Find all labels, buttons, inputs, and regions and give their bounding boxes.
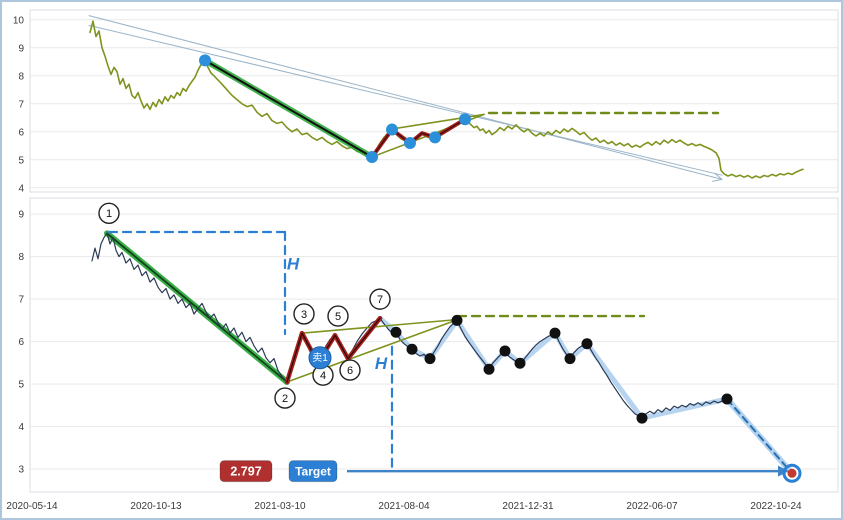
y-tick-label: 6 <box>18 337 24 348</box>
y-tick-label: 5 <box>18 155 24 166</box>
swing-dot <box>549 327 561 339</box>
y-tick-label: 5 <box>18 380 24 391</box>
wave-number-circle <box>369 288 391 310</box>
swing-dot <box>483 363 495 375</box>
projection-dashed-core <box>726 398 793 475</box>
target-value-badge-label: 2.797 <box>230 464 261 478</box>
wave-number-label: 5 <box>335 311 341 323</box>
wedge-upper-line <box>302 318 459 334</box>
sell-signal-badge-label: 卖1 <box>312 352 328 364</box>
y-tick-label: 7 <box>18 99 24 110</box>
channel-line-upper <box>88 15 723 180</box>
swing-dot <box>721 393 733 405</box>
y-tick-label: 6 <box>18 127 24 138</box>
y-tick-label: 7 <box>18 295 24 306</box>
swing-dot <box>451 314 463 326</box>
x-tick-label: 2020-10-13 <box>130 501 182 512</box>
y-tick-label: 8 <box>18 71 24 82</box>
x-tick-label: 2021-12-31 <box>502 501 554 512</box>
x-tick-label: 2020-05-14 <box>6 501 58 512</box>
swing-dot <box>424 353 436 365</box>
panel-overview <box>29 9 839 193</box>
panel-main <box>29 197 839 493</box>
wave-number-circle <box>98 202 120 224</box>
x-tick-label: 2021-03-10 <box>254 501 306 512</box>
wave-number-label: 4 <box>320 370 326 382</box>
pivot-marker <box>366 151 378 163</box>
wave-number-circle <box>339 359 361 381</box>
swing-dot <box>390 326 402 338</box>
wave-number-label: 6 <box>347 365 353 377</box>
target-value-badge <box>219 460 273 483</box>
target-marker-dot <box>787 468 797 478</box>
wave-number-label: 2 <box>282 393 288 405</box>
sell-signal-badge <box>308 346 332 370</box>
x-tick-label: 2022-06-07 <box>626 501 678 512</box>
target-label-badge <box>288 460 338 483</box>
swing-dot <box>636 412 648 424</box>
y-tick-label: 10 <box>13 15 25 26</box>
target-marker-ring <box>782 463 802 483</box>
y-tick-label: 9 <box>18 43 24 54</box>
channel-arrow <box>714 172 723 180</box>
x-tick-label: 2021-08-04 <box>378 501 430 512</box>
height-label-2: H <box>375 354 388 373</box>
wave-number-circle <box>327 305 349 327</box>
swing-dot <box>581 338 593 350</box>
swing-dot <box>406 343 418 355</box>
pivot-marker <box>429 131 441 144</box>
swing-dot <box>499 345 511 357</box>
channel-line-lower <box>88 24 723 176</box>
height-label-1: H <box>287 254 300 273</box>
wave-number-circle <box>274 387 296 409</box>
y-tick-label: 3 <box>18 465 24 476</box>
y-tick-label: 9 <box>18 210 24 221</box>
wave-number-circle <box>293 303 315 325</box>
pivot-marker <box>459 113 471 126</box>
swing-dot <box>514 357 526 369</box>
target-label-badge-label: Target <box>295 464 331 478</box>
y-tick-label: 4 <box>18 422 24 433</box>
downtrend-line-core <box>106 232 288 383</box>
x-tick-label: 2022-10-24 <box>750 501 802 512</box>
downtrend-line-core <box>204 59 373 158</box>
y-tick-label: 4 <box>18 183 24 194</box>
wave-number-label: 3 <box>301 309 307 321</box>
pivot-marker <box>404 137 416 149</box>
channel-arrow <box>712 178 723 182</box>
wave-number-label: 1 <box>106 208 112 220</box>
wave-number-label: 7 <box>377 294 383 306</box>
y-tick-label: 8 <box>18 252 24 263</box>
swing-dot <box>564 353 576 365</box>
pivot-marker <box>199 54 211 67</box>
pivot-marker <box>386 123 398 136</box>
